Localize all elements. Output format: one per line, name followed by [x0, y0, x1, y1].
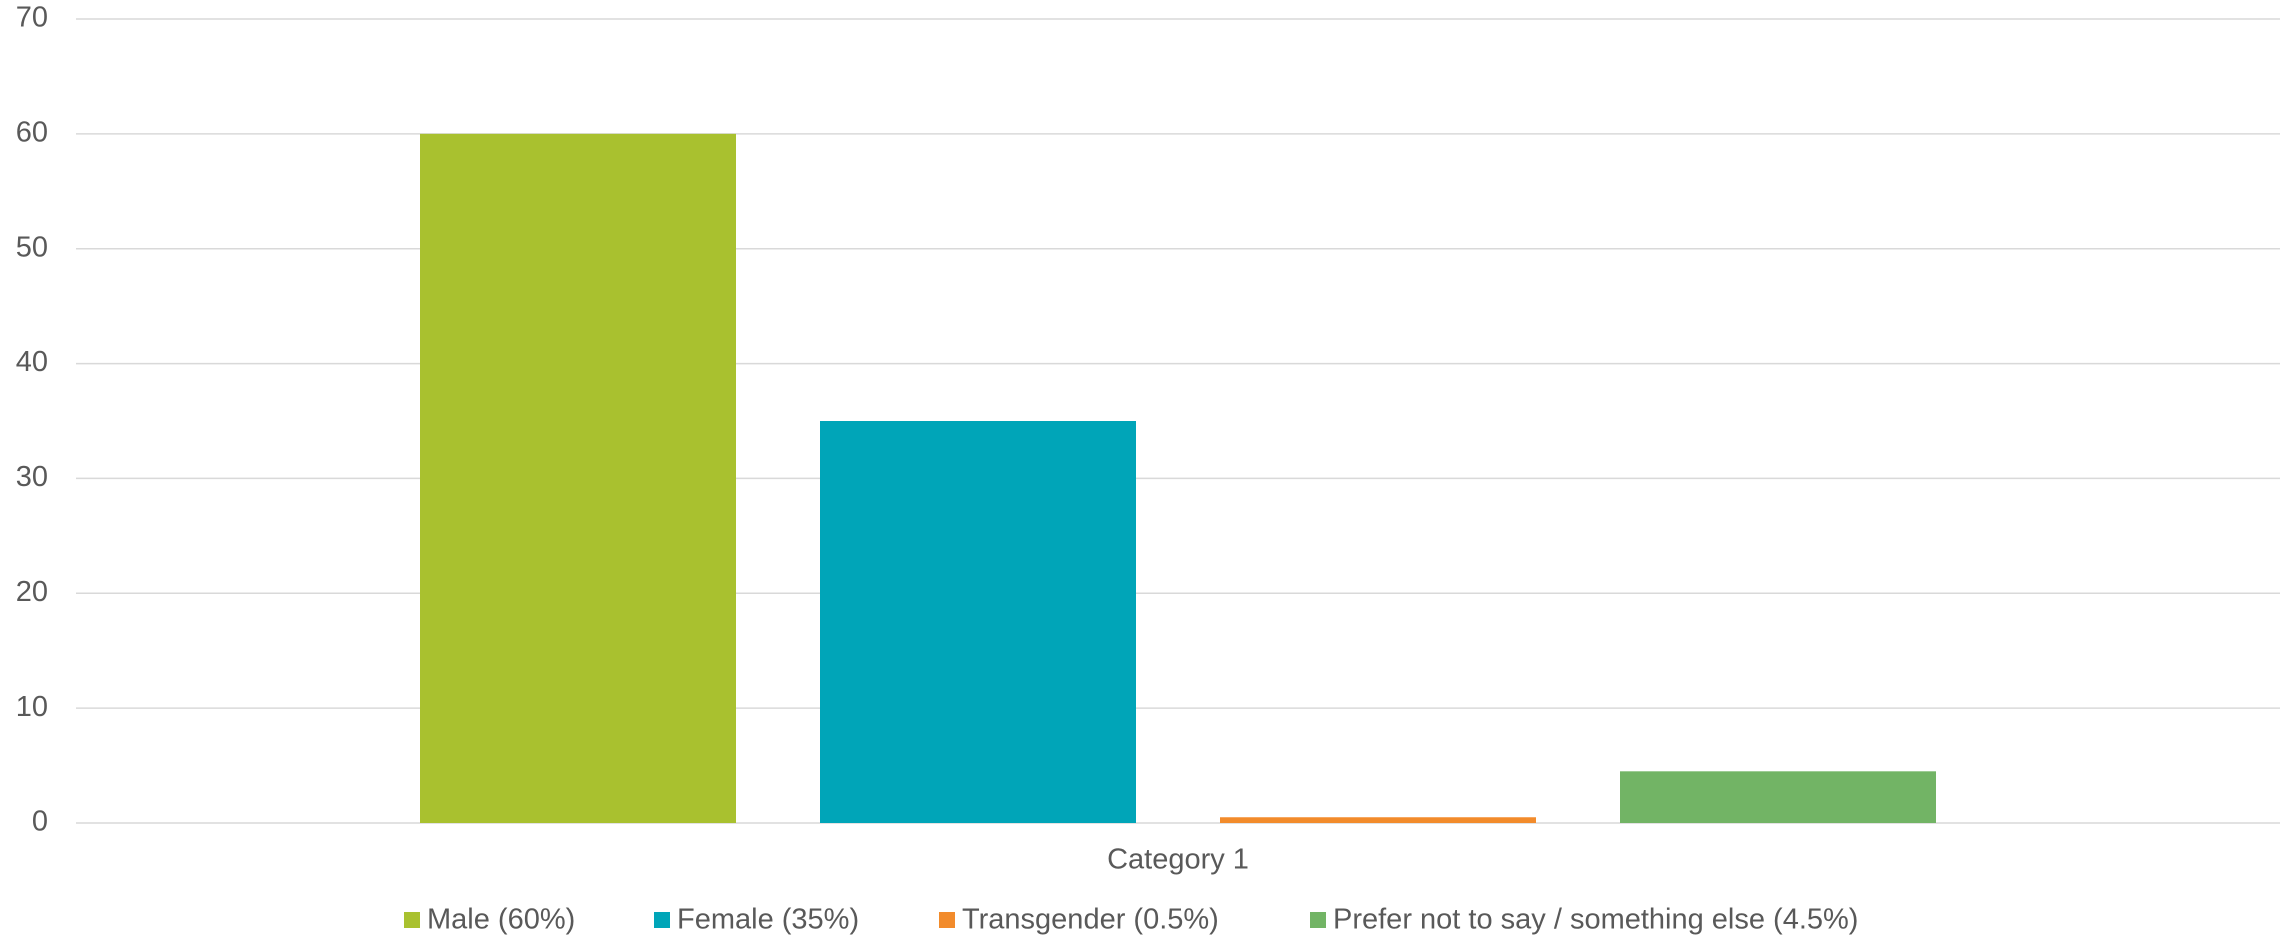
- legend-label: Transgender (0.5%): [962, 904, 1219, 936]
- bar: [420, 133, 736, 823]
- y-tick-label: 10: [16, 691, 48, 723]
- legend-swatch: [1310, 912, 1326, 928]
- x-tick-label: Category 1: [1107, 844, 1249, 876]
- bar: [1220, 817, 1536, 823]
- legend-label: Female (35%): [677, 904, 859, 936]
- y-tick-label: 60: [16, 117, 48, 149]
- legend-swatch: [654, 912, 670, 928]
- legend-label: Male (60%): [427, 904, 575, 936]
- bar: [1620, 771, 1936, 823]
- y-tick-label: 30: [16, 461, 48, 493]
- legend-label: Prefer not to say / something else (4.5%…: [1333, 904, 1858, 936]
- y-tick-label: 50: [16, 231, 48, 263]
- y-tick-label: 40: [16, 346, 48, 378]
- bar: [820, 421, 1136, 823]
- y-tick-label: 70: [16, 2, 48, 34]
- legend-swatch: [939, 912, 955, 928]
- y-tick-label: 0: [32, 806, 48, 838]
- legend-swatch: [404, 912, 420, 928]
- y-tick-label: 20: [16, 576, 48, 608]
